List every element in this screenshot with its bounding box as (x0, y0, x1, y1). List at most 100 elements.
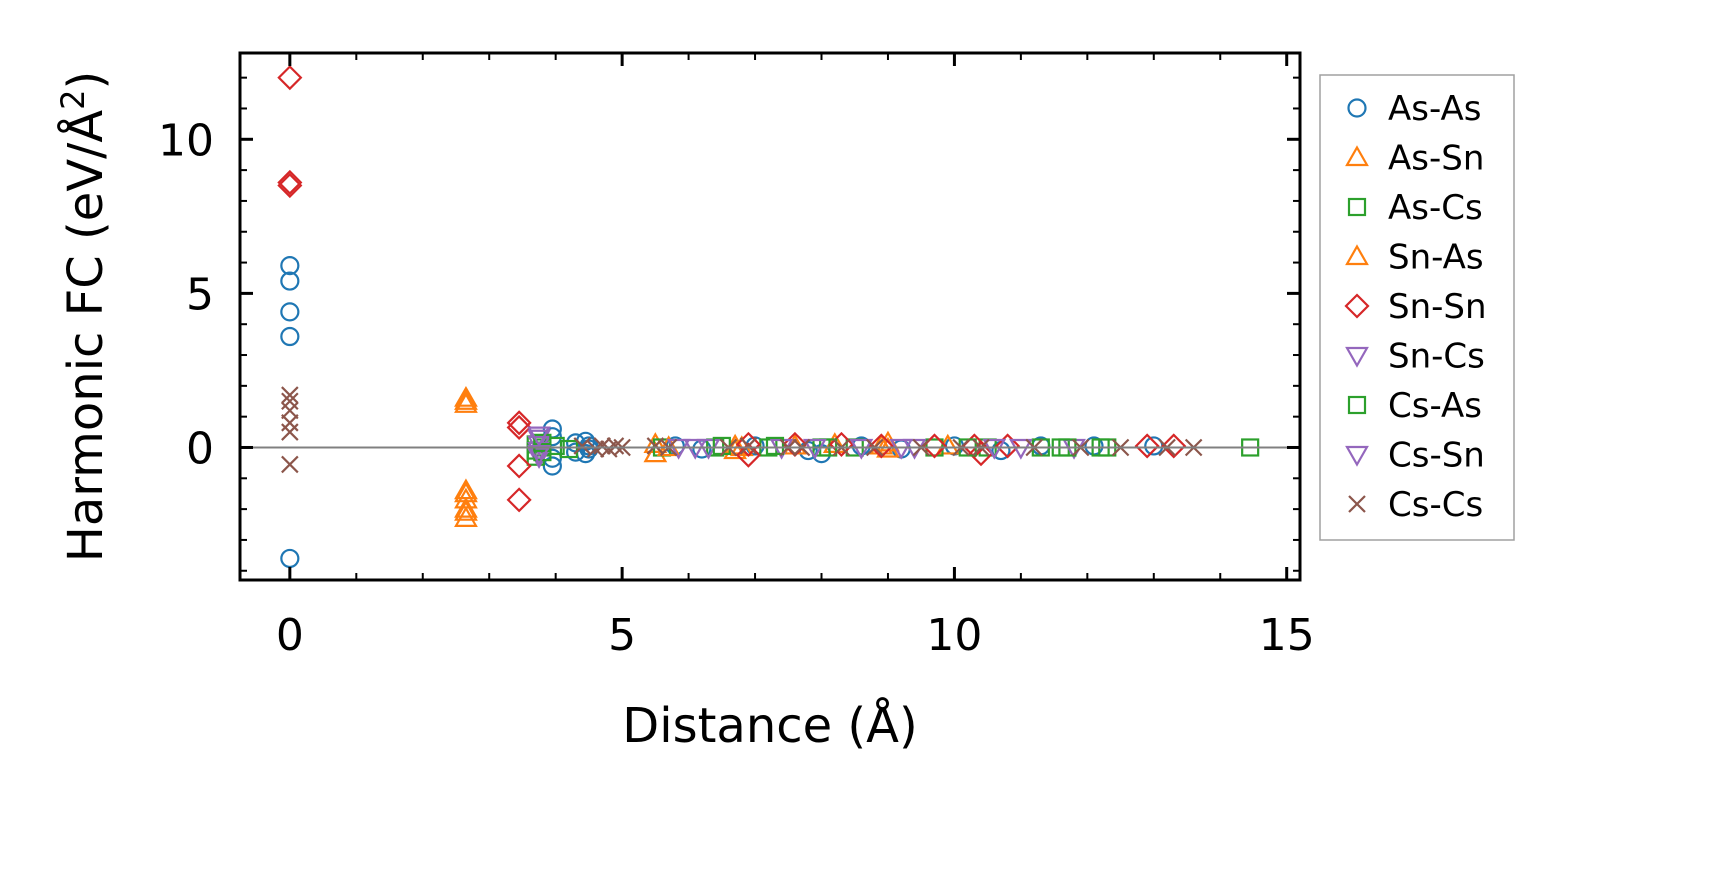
x-tick-label: 0 (276, 610, 304, 661)
plot-area-frame (238, 51, 1302, 582)
legend-label: Sn-As (1388, 238, 1484, 278)
data-point (454, 392, 478, 413)
y-axis-label-close: ) (58, 71, 114, 90)
data-point (280, 548, 300, 569)
legend-item: Sn-Sn (1344, 287, 1487, 327)
data-point (281, 386, 299, 404)
data-point (573, 437, 592, 455)
legend-marker (1345, 445, 1369, 467)
legend-marker (1345, 346, 1369, 368)
data-point (533, 433, 552, 452)
data-point (849, 438, 874, 460)
data-point (506, 453, 532, 479)
data-point (281, 455, 299, 474)
data-point (995, 433, 1021, 459)
legend-marker (1347, 197, 1367, 217)
data-point (280, 271, 300, 291)
x-tick-label: 10 (926, 610, 982, 661)
data-point (454, 385, 478, 407)
data-point (527, 426, 551, 448)
data-point (280, 256, 300, 276)
data-point (280, 326, 300, 347)
x-axis-label: Distance (Å) (622, 697, 917, 754)
x-tick-label: 15 (1259, 610, 1315, 661)
data-point (868, 433, 894, 459)
legend-marker (1347, 98, 1367, 118)
data-point (454, 506, 478, 527)
data-point (666, 438, 691, 460)
data-point (656, 435, 681, 457)
legend-marker (1345, 244, 1369, 266)
series-as-as (280, 256, 1164, 569)
legend-label: Sn-Cs (1388, 337, 1485, 377)
data-point (559, 439, 579, 459)
y-tick-label: 5 (186, 269, 214, 320)
legend-label: Cs-As (1388, 386, 1482, 426)
legend-item: Cs-Sn (1345, 436, 1485, 476)
series-cs-sn (527, 426, 1033, 466)
legend-marker (1345, 145, 1369, 167)
data-point (454, 496, 478, 518)
axis-ticks (240, 53, 1300, 580)
data-point (454, 389, 478, 410)
x-tick-labels: 0 5 10 15 (276, 610, 1315, 661)
data-point (281, 401, 299, 420)
data-point (281, 423, 299, 441)
data-point (506, 414, 532, 441)
data-point (643, 432, 668, 453)
data-point (454, 499, 478, 521)
legend-label: Cs-Sn (1388, 436, 1485, 476)
data-point (968, 441, 994, 467)
data-point (683, 438, 708, 460)
data-point (1134, 433, 1160, 459)
y-axis-label: Harmonic FC (eV/Å2) (54, 71, 114, 563)
legend-label: Sn-Sn (1388, 287, 1487, 327)
data-point (982, 438, 1007, 460)
data-point (277, 169, 303, 195)
data-point (281, 414, 299, 432)
data-point (533, 443, 552, 462)
legend: As-As As-Sn As-Cs Sn-As Sn-Sn Sn-Cs Cs-As Cs-Sn… (1319, 74, 1515, 541)
data-point (1008, 438, 1033, 460)
y-axis-label-main: Harmonic FC (eV/Å (57, 110, 114, 563)
legend-item: Cs-As (1347, 386, 1482, 426)
legend-marker (1347, 395, 1367, 415)
data-point (542, 456, 562, 476)
legend-label: As-As (1388, 89, 1481, 129)
data-point (277, 172, 303, 199)
legend-item: As-Cs (1347, 188, 1483, 228)
data-points (277, 65, 1260, 569)
legend-marker (1344, 293, 1370, 319)
data-point (735, 442, 761, 468)
data-point (280, 302, 300, 322)
data-point (606, 437, 625, 455)
y-tick-label: 0 (186, 423, 214, 474)
data-point (889, 438, 914, 460)
data-point (765, 436, 785, 456)
legend-items: As-As As-Sn As-Cs Sn-As Sn-Sn Sn-Cs Cs-As Cs-Sn… (1344, 89, 1487, 525)
legend-item: Sn-Cs (1345, 337, 1485, 377)
legend-item: As-As (1347, 89, 1481, 129)
legend-label: As-Sn (1388, 139, 1484, 179)
data-point (1161, 433, 1187, 459)
data-point (735, 431, 761, 457)
y-tick-label: 10 (158, 115, 214, 166)
y-axis-label-superscript: 2 (54, 89, 92, 109)
legend-item: Sn-As (1345, 238, 1484, 278)
legend-label: As-Cs (1388, 188, 1483, 228)
legend-label: Cs-Cs (1388, 485, 1483, 525)
data-point (739, 437, 758, 455)
data-point (277, 65, 303, 91)
legend-box (1319, 74, 1515, 541)
y-tick-labels: 0 5 10 (158, 115, 214, 474)
data-point (527, 445, 551, 466)
legend-marker (1348, 495, 1366, 513)
x-tick-label: 5 (608, 610, 636, 661)
legend-item: As-Sn (1345, 139, 1484, 179)
data-point (506, 487, 532, 513)
data-point (802, 438, 827, 460)
series-sn-sn (277, 65, 1187, 513)
data-point (506, 410, 532, 436)
legend-item: Cs-Cs (1348, 485, 1483, 525)
